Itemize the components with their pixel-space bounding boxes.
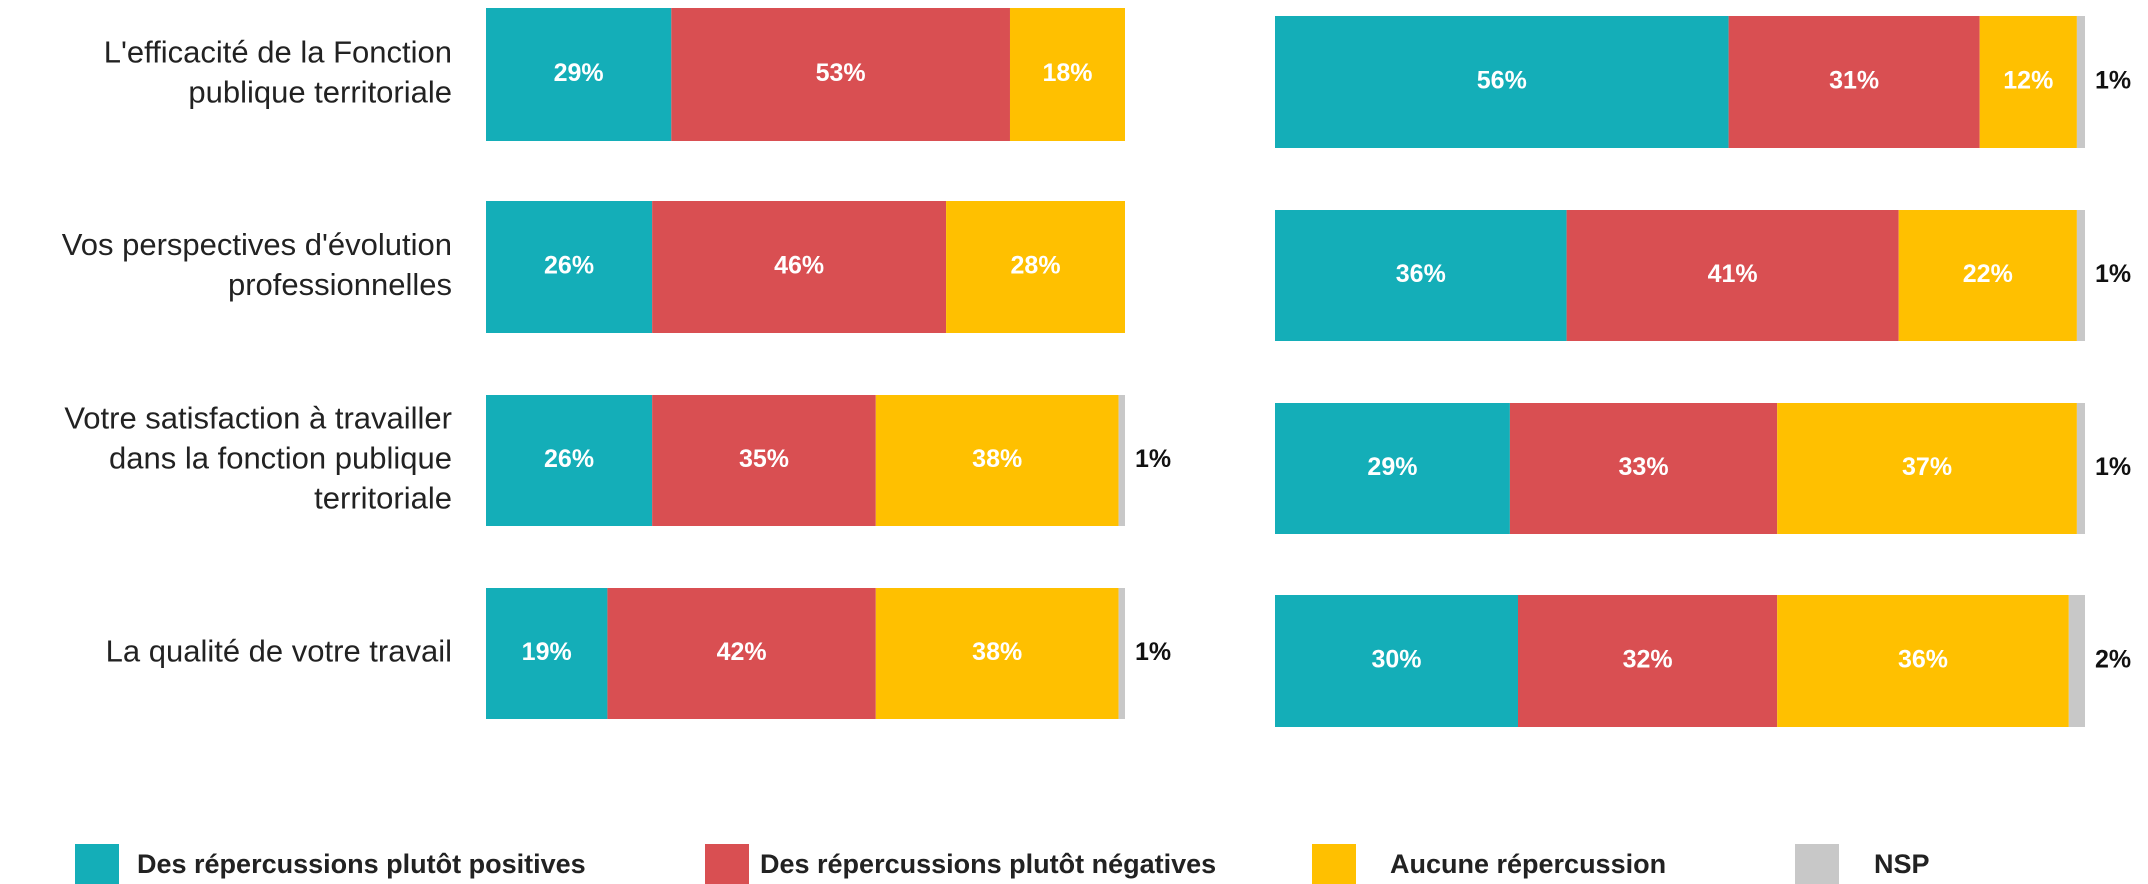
value-label: 53% <box>816 59 866 87</box>
bar-segment <box>671 8 1010 141</box>
bar-segment <box>652 395 876 526</box>
value-label: 28% <box>1011 252 1061 280</box>
bar-segment <box>1566 210 1899 341</box>
category-label: Vos perspectives d'évolution professionne… <box>62 227 452 302</box>
value-label: 46% <box>774 252 824 280</box>
bar-segment <box>486 395 653 526</box>
category-line: L'efficacité de la Fonction <box>104 35 452 70</box>
legend-swatch <box>1312 844 1356 884</box>
bar-segment <box>1118 588 1125 719</box>
bar-segment <box>1509 403 1778 534</box>
bar-segment <box>946 201 1125 333</box>
bar-segment <box>1009 8 1125 141</box>
value-label: 29% <box>1367 453 1417 481</box>
category-line: La qualité de votre travail <box>106 634 452 669</box>
bar-segment <box>1979 16 2077 148</box>
bar-segment <box>1275 595 1518 727</box>
category-label: L'efficacité de la Fonction publique terr… <box>104 35 452 110</box>
bar-segment <box>2068 595 2085 727</box>
value-label: 18% <box>1042 59 1092 87</box>
value-label: 31% <box>1829 67 1879 95</box>
value-label: 42% <box>717 638 767 666</box>
bar-segment <box>486 201 653 333</box>
bar-segment <box>607 588 876 719</box>
legend-label: Des répercussions plutôt positives <box>137 849 586 879</box>
bar-segment <box>1728 16 1980 148</box>
value-label: 19% <box>522 638 572 666</box>
category-line: publique territoriale <box>188 75 452 110</box>
value-label: 29% <box>554 59 604 87</box>
bar-segment <box>1777 595 2069 727</box>
value-label: 30% <box>1371 646 1421 674</box>
bar-segment <box>2076 210 2085 341</box>
category-line: professionnelles <box>228 267 452 302</box>
legend-label: NSP <box>1874 849 1930 879</box>
value-label: 2% <box>2095 646 2131 674</box>
value-label: 35% <box>739 445 789 473</box>
legend-swatch <box>75 844 119 884</box>
category-label: La qualité de votre travail <box>106 634 452 669</box>
value-label: 1% <box>2095 260 2131 288</box>
category-line: dans la fonction publique <box>109 441 452 476</box>
value-label: 22% <box>1963 260 2013 288</box>
value-label: 36% <box>1396 260 1446 288</box>
value-label: 38% <box>972 445 1022 473</box>
value-label: 33% <box>1619 453 1669 481</box>
value-label: 32% <box>1623 646 1673 674</box>
value-label: 36% <box>1898 646 1948 674</box>
category-line: Votre satisfaction à travailler <box>64 401 452 436</box>
category-label: Votre satisfaction à travailler dans la f… <box>64 401 452 516</box>
bar-segment <box>486 8 672 141</box>
bar-segment <box>2076 16 2085 148</box>
value-label: 56% <box>1477 67 1527 95</box>
bar-segment <box>1777 403 2077 534</box>
value-label: 37% <box>1902 453 1952 481</box>
legend-swatch <box>1795 844 1839 884</box>
bar-segment <box>875 395 1119 526</box>
bar-segment <box>1275 210 1567 341</box>
value-label: 12% <box>2003 67 2053 95</box>
bar-segment <box>652 201 947 333</box>
category-line: Vos perspectives d'évolution <box>62 227 452 262</box>
value-label: 1% <box>2095 453 2131 481</box>
bar-segment <box>1118 395 1125 526</box>
legend-label: Aucune répercussion <box>1390 849 1666 879</box>
bar-segment <box>486 588 608 719</box>
value-label: 1% <box>1135 638 1171 666</box>
legend-swatch <box>705 844 749 884</box>
bar-segment <box>1275 16 1729 148</box>
bar-segment <box>875 588 1119 719</box>
value-label: 26% <box>544 252 594 280</box>
legend-label: Des répercussions plutôt négatives <box>760 849 1216 879</box>
bar-segment <box>1275 403 1510 534</box>
bar-segment <box>1518 595 1778 727</box>
value-label: 38% <box>972 638 1022 666</box>
bar-segment <box>1898 210 2077 341</box>
value-label: 1% <box>1135 445 1171 473</box>
bar-segment <box>2076 403 2085 534</box>
value-label: 41% <box>1708 260 1758 288</box>
value-label: 26% <box>544 445 594 473</box>
category-line: territoriale <box>314 481 452 516</box>
value-label: 1% <box>2095 67 2131 95</box>
